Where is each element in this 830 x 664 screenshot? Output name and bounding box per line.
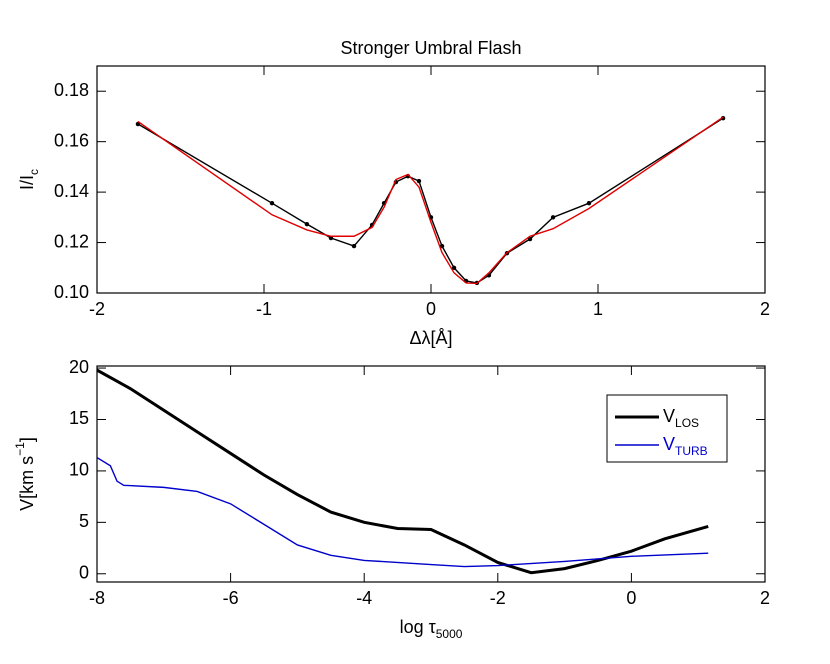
x-tick-label: 0 bbox=[626, 588, 636, 608]
y-tick-label: 0.18 bbox=[54, 80, 89, 100]
x-tick-label: 1 bbox=[593, 299, 603, 319]
series-line bbox=[97, 368, 709, 575]
text-part: V bbox=[663, 406, 675, 426]
y-tick-label: 0.12 bbox=[54, 231, 89, 251]
plot-frame bbox=[96, 65, 766, 294]
y-axis-label: V[km s−1] bbox=[13, 437, 37, 511]
y-axis-label: I/Ic bbox=[17, 169, 41, 190]
x-tick-label: -4 bbox=[356, 588, 372, 608]
y-tick-label: 0.10 bbox=[54, 282, 89, 302]
text-part: V[km s bbox=[17, 456, 37, 511]
x-tick-label: 2 bbox=[760, 588, 770, 608]
x-tick-label: 2 bbox=[760, 299, 770, 319]
text-part: ] bbox=[17, 437, 37, 442]
data-point bbox=[304, 221, 310, 227]
legend-label: VTURB bbox=[663, 434, 708, 458]
y-tick-label: 10 bbox=[69, 460, 89, 480]
data-point bbox=[351, 243, 357, 249]
data-point bbox=[269, 201, 275, 206]
text-part: I/I bbox=[17, 175, 37, 190]
data-point bbox=[586, 201, 592, 206]
x-tick-label: -1 bbox=[256, 299, 272, 319]
text-part: V bbox=[663, 434, 675, 454]
x-tick-label: -2 bbox=[89, 299, 105, 319]
plot-frame bbox=[96, 365, 766, 583]
y-tick-label: 0 bbox=[79, 563, 89, 583]
text-part: Δλ[Å] bbox=[409, 328, 452, 348]
text-part: LOS bbox=[675, 416, 699, 430]
data-point bbox=[527, 236, 533, 242]
series-line bbox=[97, 456, 709, 568]
legend-label: VLOS bbox=[663, 406, 699, 430]
data-point bbox=[439, 243, 445, 249]
x-tick-label: 0 bbox=[426, 299, 436, 319]
x-tick-label: -6 bbox=[223, 588, 239, 608]
series-line bbox=[137, 116, 724, 285]
y-tick-label: 15 bbox=[69, 408, 89, 428]
y-tick-label: 0.14 bbox=[54, 181, 89, 201]
text-part: 5000 bbox=[436, 627, 463, 641]
x-axis-label: log τ5000 bbox=[400, 617, 463, 641]
y-tick-label: 20 bbox=[69, 357, 89, 377]
y-tick-label: 0.16 bbox=[54, 130, 89, 150]
text-part: −1 bbox=[13, 442, 27, 456]
series-line bbox=[137, 117, 724, 284]
data-point bbox=[451, 265, 457, 270]
text-part: c bbox=[27, 169, 41, 175]
data-point bbox=[416, 178, 422, 184]
x-tick-label: -2 bbox=[490, 588, 506, 608]
text-part: log τ bbox=[400, 617, 436, 637]
chart-title: Stronger Umbral Flash bbox=[340, 38, 521, 58]
x-tick-label: -8 bbox=[89, 588, 105, 608]
data-point bbox=[550, 215, 556, 220]
y-tick-label: 5 bbox=[79, 511, 89, 531]
x-axis-label: Δλ[Å] bbox=[409, 328, 452, 348]
legend-box bbox=[606, 394, 728, 463]
text-part: TURB bbox=[675, 444, 708, 458]
